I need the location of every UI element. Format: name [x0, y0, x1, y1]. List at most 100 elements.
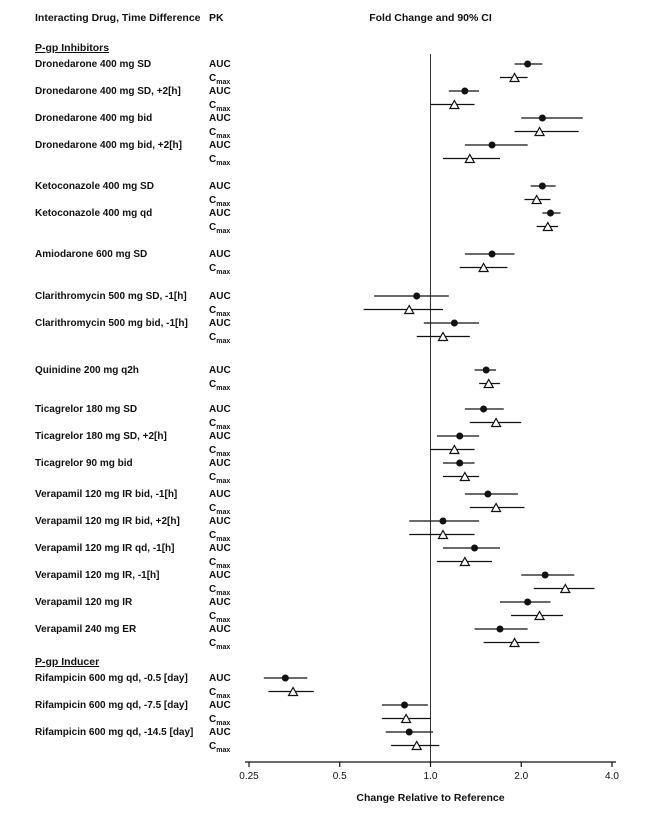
pk-label: Cmax: [209, 304, 231, 318]
pk-label: AUC: [209, 181, 231, 192]
auc-marker: [413, 292, 421, 300]
pk-label: Cmax: [209, 637, 231, 651]
pk-label: Cmax: [209, 153, 231, 167]
auc-marker: [461, 87, 469, 95]
auc-marker: [456, 432, 464, 440]
drug-label: Rifampicin 600 mg qd, -7.5 [day]: [35, 700, 188, 711]
pk-label: AUC: [209, 516, 231, 527]
auc-marker: [405, 728, 413, 736]
column-header-pk: PK: [209, 12, 224, 24]
drug-label: Verapamil 120 mg IR: [35, 597, 133, 608]
pk-label: Cmax: [209, 331, 231, 345]
pk-label: Cmax: [209, 262, 231, 276]
pk-label: AUC: [209, 365, 231, 376]
auc-marker: [480, 405, 488, 413]
pk-label: Cmax: [209, 72, 231, 86]
x-axis-caption: Change Relative to Reference: [356, 792, 505, 804]
column-header-fold-change: Fold Change and 90% CI: [369, 12, 492, 24]
pk-label: AUC: [209, 673, 231, 684]
pk-label: Cmax: [209, 610, 231, 624]
drug-label: Ticagrelor 180 mg SD: [35, 404, 138, 415]
drug-label: Clarithromycin 500 mg bid, -1[h]: [35, 318, 188, 329]
auc-marker: [401, 701, 409, 709]
pk-label: AUC: [209, 208, 231, 219]
pk-label: Cmax: [209, 194, 231, 208]
auc-marker: [524, 60, 532, 68]
pk-label: AUC: [209, 570, 231, 581]
cmax-marker: [403, 304, 415, 315]
pk-label: AUC: [209, 249, 231, 260]
cmax-marker: [448, 99, 460, 110]
auc-marker: [456, 459, 464, 467]
cmax-marker: [411, 740, 423, 751]
x-axis-tick-label: 0.25: [239, 771, 259, 782]
pk-label: Cmax: [209, 583, 231, 597]
drug-label: Dronedarone 400 mg bid: [35, 113, 153, 124]
drug-label: Dronedarone 400 mg SD, +2[h]: [35, 86, 181, 97]
pk-label: Cmax: [209, 126, 231, 140]
drug-label: Verapamil 120 mg IR bid, -1[h]: [35, 489, 178, 500]
drug-label: Clarithromycin 500 mg SD, -1[h]: [35, 291, 187, 302]
drug-label: Amiodarone 600 mg SD: [35, 249, 148, 260]
pk-label: AUC: [209, 700, 231, 711]
drug-label: Verapamil 120 mg IR bid, +2[h]: [35, 516, 180, 527]
drug-label: Ticagrelor 90 mg bid: [35, 458, 133, 469]
cmax-marker: [448, 444, 460, 455]
section-title: P-gp Inhibitors: [35, 42, 110, 54]
cmax-marker: [490, 502, 502, 513]
x-axis-tick-label: 2.0: [514, 771, 528, 782]
pk-label: AUC: [209, 624, 231, 635]
pk-label: AUC: [209, 458, 231, 469]
auc-marker: [546, 209, 554, 217]
cmax-marker: [559, 583, 571, 594]
pk-label: Cmax: [209, 444, 231, 458]
pk-label: AUC: [209, 86, 231, 97]
cmax-marker: [437, 529, 449, 540]
drug-label: Ticagrelor 180 mg SD, +2[h]: [35, 431, 167, 442]
pk-label: Cmax: [209, 502, 231, 516]
pk-label: AUC: [209, 404, 231, 415]
pk-label: AUC: [209, 489, 231, 500]
drug-label: Dronedarone 400 mg bid, +2[h]: [35, 140, 182, 151]
drug-label: Rifampicin 600 mg qd, -0.5 [day]: [35, 673, 188, 684]
cmax-marker: [459, 556, 471, 567]
auc-marker: [496, 625, 504, 633]
column-header-drug: Interacting Drug, Time Difference: [35, 12, 201, 24]
drug-label: Rifampicin 600 mg qd, -14.5 [day]: [35, 727, 194, 738]
pk-label: Cmax: [209, 417, 231, 431]
cmax-marker: [490, 417, 502, 428]
cmax-marker: [478, 262, 490, 273]
pk-label: AUC: [209, 597, 231, 608]
cmax-marker: [534, 610, 546, 621]
pk-label: AUC: [209, 318, 231, 329]
x-axis-tick-label: 1.0: [424, 771, 438, 782]
drug-label: Verapamil 120 mg IR, -1[h]: [35, 570, 160, 581]
pk-label: Cmax: [209, 99, 231, 113]
cmax-marker: [464, 153, 476, 164]
cmax-marker: [459, 471, 471, 482]
auc-marker: [488, 141, 496, 149]
pk-label: Cmax: [209, 740, 231, 754]
pk-label: Cmax: [209, 556, 231, 570]
cmax-marker: [542, 221, 554, 232]
drug-label: Ketoconazole 400 mg SD: [35, 181, 154, 192]
drug-label: Verapamil 120 mg IR qd, -1[h]: [35, 543, 175, 554]
cmax-marker: [509, 637, 521, 648]
x-axis-tick-label: 4.0: [605, 771, 619, 782]
auc-marker: [471, 544, 479, 552]
pk-label: Cmax: [209, 713, 231, 727]
drug-label: Ketoconazole 400 mg qd: [35, 208, 153, 219]
auc-marker: [524, 598, 532, 606]
pk-label: AUC: [209, 140, 231, 151]
pk-label: AUC: [209, 291, 231, 302]
auc-marker: [450, 319, 458, 327]
cmax-marker: [531, 194, 543, 205]
drug-label: Verapamil 240 mg ER: [35, 624, 137, 635]
auc-marker: [538, 182, 546, 190]
pk-label: Cmax: [209, 471, 231, 485]
auc-marker: [538, 114, 546, 122]
cmax-marker: [483, 378, 495, 389]
pk-label: AUC: [209, 543, 231, 554]
